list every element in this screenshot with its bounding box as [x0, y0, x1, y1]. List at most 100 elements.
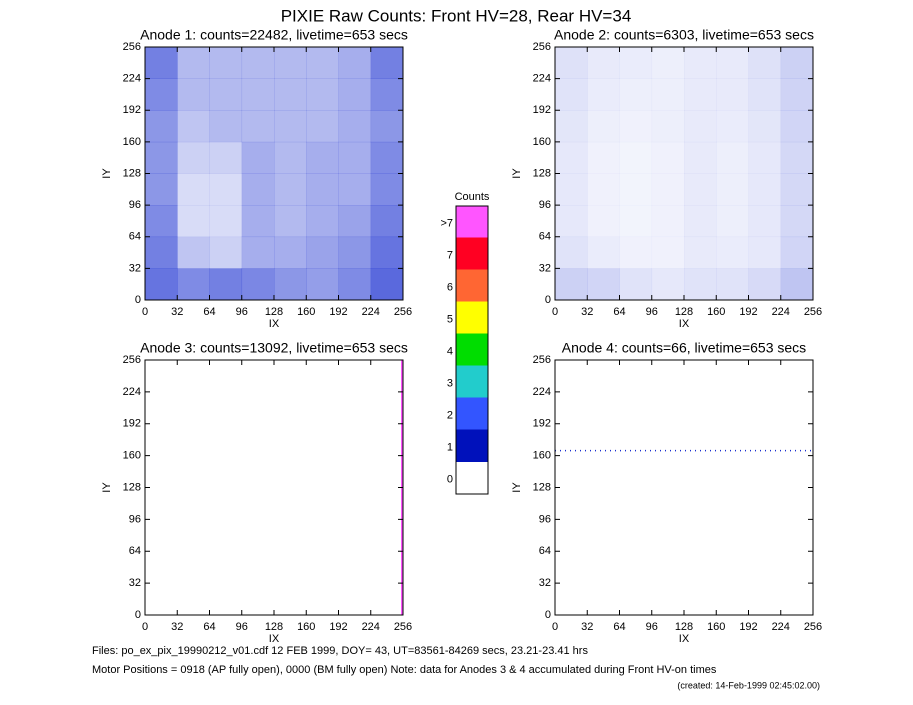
footer-created: (created: 14-Feb-1999 02:45:02.00)	[677, 680, 820, 690]
colorbar-swatch	[455, 397, 489, 431]
density-cell	[748, 110, 782, 143]
density-cell	[684, 236, 717, 269]
density-cell	[209, 47, 243, 79]
density-cell	[587, 110, 620, 143]
density-cell	[619, 173, 653, 206]
x-axis-label: IX	[679, 318, 690, 330]
y-tick-label: 160	[123, 450, 141, 462]
density-cell	[716, 141, 749, 174]
y-tick-label: 224	[123, 73, 141, 85]
panel-title: Anode 1: counts=22482, livetime=653 secs	[140, 27, 408, 43]
y-tick-label: 128	[533, 167, 551, 179]
density-cell	[145, 141, 178, 174]
density-cell	[177, 236, 210, 269]
y-tick-label: 256	[533, 41, 551, 53]
x-axis-label: IX	[269, 318, 280, 330]
colorbar-label: 2	[447, 410, 453, 422]
density-cell	[587, 173, 620, 206]
density-cell	[651, 173, 685, 206]
density-cell	[651, 47, 685, 79]
y-tick-label: 64	[129, 545, 141, 557]
x-tick-label: 0	[552, 621, 558, 633]
figure-title: PIXIE Raw Counts: Front HV=28, Rear HV=3…	[281, 6, 632, 25]
x-tick-label: 128	[265, 621, 283, 633]
x-tick-label: 256	[394, 306, 412, 318]
x-tick-label: 224	[362, 306, 380, 318]
density-cell	[780, 78, 814, 111]
y-tick-label: 32	[539, 262, 551, 274]
density-cell	[241, 236, 275, 269]
x-tick-label: 160	[707, 306, 725, 318]
density-cell	[651, 141, 685, 174]
density-cell	[716, 236, 749, 269]
density-cell	[780, 173, 814, 206]
x-tick-label: 32	[581, 621, 593, 633]
y-tick-label: 0	[545, 609, 551, 621]
density-cell	[274, 141, 307, 174]
y-tick-label: 128	[533, 481, 551, 493]
y-tick-label: 96	[129, 199, 141, 211]
density-cell	[145, 78, 178, 111]
density-cell	[555, 110, 588, 143]
density-cell	[338, 268, 372, 301]
x-tick-label: 0	[552, 306, 558, 318]
density-cell	[177, 205, 210, 238]
x-tick-label: 64	[203, 306, 215, 318]
x-tick-label: 192	[329, 306, 347, 318]
density-cell	[748, 173, 782, 206]
density-cell	[555, 236, 588, 269]
x-axis-label: IX	[269, 633, 280, 645]
y-axis-label: IY	[511, 482, 523, 493]
footer-motor: Motor Positions = 0918 (AP fully open), …	[92, 664, 717, 676]
density-cell	[370, 141, 404, 174]
density-cell	[555, 205, 588, 238]
y-tick-label: 160	[533, 136, 551, 148]
y-tick-label: 160	[123, 136, 141, 148]
panel-title: Anode 2: counts=6303, livetime=653 secs	[554, 27, 814, 43]
colorbar-label: 6	[447, 282, 453, 294]
density-cell	[651, 268, 685, 301]
density-cell	[555, 173, 588, 206]
density-cell	[748, 205, 782, 238]
density-cell	[780, 110, 814, 143]
panel-title: Anode 3: counts=13092, livetime=653 secs	[140, 340, 408, 356]
density-cell	[209, 268, 243, 301]
y-tick-label: 64	[129, 231, 141, 243]
density-cell	[145, 110, 178, 143]
density-cell	[780, 141, 814, 174]
density-cell	[177, 141, 210, 174]
density-cell	[619, 205, 653, 238]
plot-frame	[554, 359, 814, 616]
density-cell	[370, 205, 404, 238]
x-tick-label: 96	[646, 306, 658, 318]
density-cell	[338, 236, 372, 269]
density-cell	[748, 236, 782, 269]
x-tick-label: 192	[739, 306, 757, 318]
plot-frame	[144, 359, 404, 616]
x-tick-label: 160	[297, 306, 315, 318]
density-cell	[306, 141, 339, 174]
colorbar-label: 0	[447, 474, 453, 486]
density-cell	[306, 47, 339, 79]
x-tick-label: 96	[236, 306, 248, 318]
footer-files: Files: po_ex_pix_19990212_v01.cdf 12 FEB…	[92, 645, 588, 657]
x-tick-label: 192	[739, 621, 757, 633]
x-tick-label: 32	[171, 621, 183, 633]
y-tick-label: 224	[533, 73, 551, 85]
y-tick-label: 256	[123, 354, 141, 366]
x-tick-label: 64	[613, 306, 625, 318]
density-cell	[780, 47, 814, 79]
density-cell	[555, 141, 588, 174]
density-cell	[145, 268, 178, 301]
density-cell	[587, 47, 620, 79]
y-tick-label: 0	[135, 294, 141, 306]
density-cell	[177, 47, 210, 79]
density-cell	[716, 173, 749, 206]
density-cell	[338, 47, 372, 79]
density-cell	[241, 173, 275, 206]
density-cell	[241, 78, 275, 111]
x-tick-label: 256	[804, 621, 822, 633]
density-cell	[651, 78, 685, 111]
density-cell	[209, 173, 243, 206]
